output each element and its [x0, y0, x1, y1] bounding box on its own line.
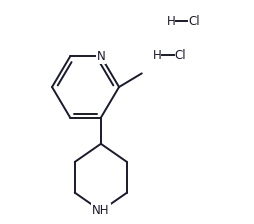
Text: NH: NH [92, 204, 110, 217]
Text: H: H [167, 15, 176, 28]
Text: Cl: Cl [188, 15, 200, 28]
Text: Cl: Cl [174, 49, 186, 62]
Text: H: H [153, 49, 162, 62]
Text: N: N [97, 50, 105, 63]
